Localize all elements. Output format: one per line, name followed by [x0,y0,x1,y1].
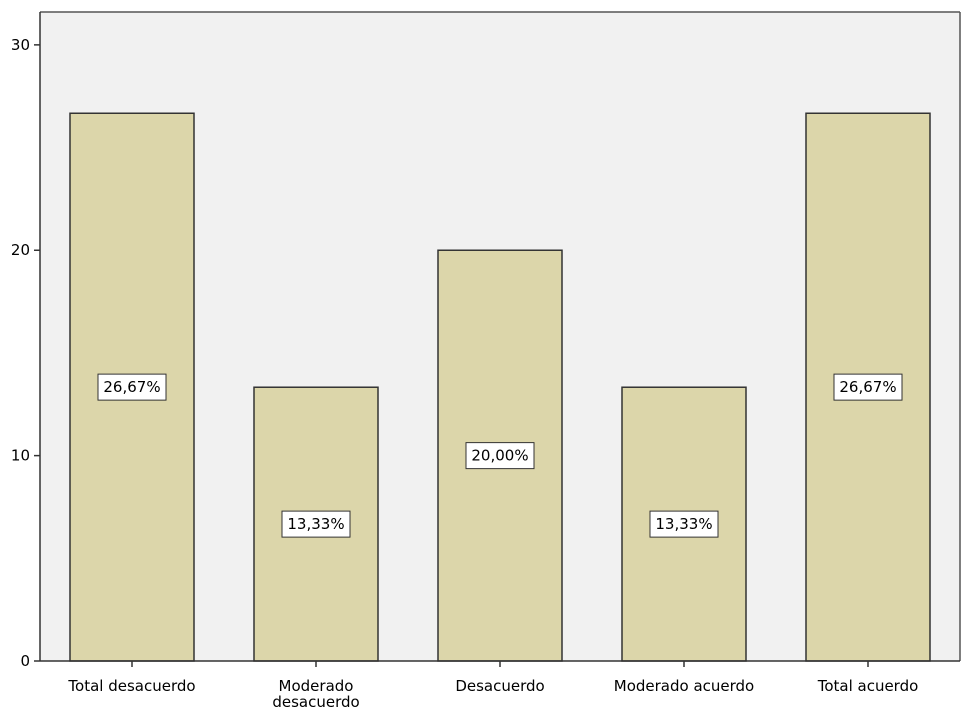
y-tick-label: 30 [11,36,30,54]
y-tick-label: 0 [20,652,30,670]
data-label-box [465,442,535,470]
data-label-box [649,510,719,538]
bar [69,112,195,662]
data-label: 26,67% [839,378,896,396]
y-tick-label: 20 [11,241,30,259]
data-label: 13,33% [655,515,712,533]
category-label-line: Total acuerdo [817,677,919,695]
category-label-line: desacuerdo [272,693,359,711]
category-label-line: Desacuerdo [455,677,544,695]
category-label: Total acuerdo [817,677,919,695]
category-label: Moderado acuerdo [614,677,754,695]
category-label: Total desacuerdo [67,677,195,695]
category-label-line: Total desacuerdo [67,677,195,695]
data-label: 26,67% [103,378,160,396]
data-label-box [97,373,167,401]
category-label: Desacuerdo [455,677,544,695]
category-label-line: Moderado acuerdo [614,677,754,695]
y-tick-label: 10 [11,447,30,465]
category-label-line: Moderado [279,677,354,695]
data-label-box [281,510,351,538]
category-label: Moderado desacuerdo [272,677,359,711]
data-label-box [833,373,903,401]
data-label: 13,33% [287,515,344,533]
data-label: 20,00% [471,447,528,465]
